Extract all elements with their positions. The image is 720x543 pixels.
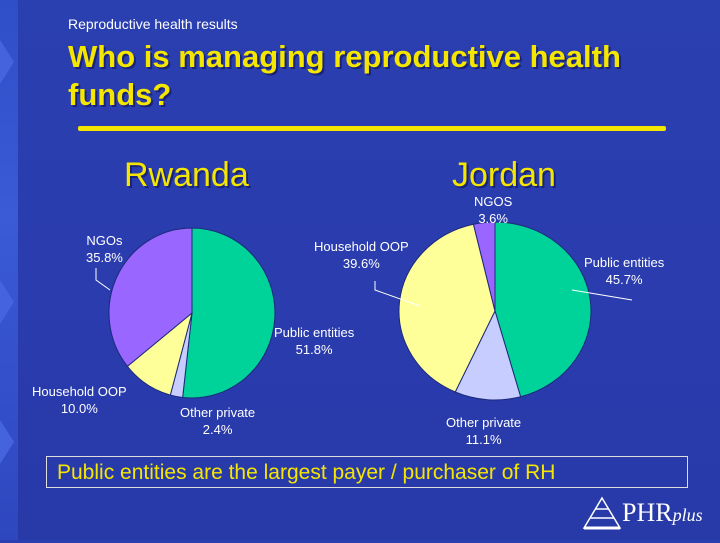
pie-slice-jordan-public-entities [494,221,592,398]
slice-label-rwanda-ngos: NGOs 35.8% [86,233,123,265]
pie-slice-jordan-other-private [454,309,522,401]
slice-label-rwanda-public: Public entities 51.8% [274,325,355,357]
title-underline [78,126,666,131]
slice-label-jordan-public: Public entities 45.7% [584,255,665,287]
chart-title-rwanda: Rwanda [124,156,249,194]
pie-slice-jordan-ngos [472,221,496,312]
slice-label-jordan-other-private: Other private 11.1% [446,415,522,447]
chart-title-jordan: Jordan [452,156,556,194]
accent-triangle [0,40,14,84]
leader-line [95,268,111,291]
slice-label-jordan-ngos: NGOS 3.6% [474,194,513,226]
slice-label-rwanda-household: Household OOP 10.0% [32,384,127,416]
key-message-box: Public entities are the largest payer / … [46,456,688,488]
pie-rwanda [108,227,276,399]
accent-triangle [0,420,14,464]
phrplus-logo: PHRplus [582,494,712,538]
pie-slice-rwanda-public-entities [182,227,276,399]
leader-lines [95,268,633,307]
pie-slice-rwanda-ngos [108,227,193,368]
slice-label-jordan-household: Household OOP 39.6% [314,239,409,271]
slide-kicker: Reproductive health results [68,16,238,32]
leader-line [571,289,633,301]
logo-wordmark: PHRplus [622,498,703,527]
slice-label-rwanda-other-private: Other private 2.4% [180,405,256,437]
slide-title: Who is managing reproductive health fund… [68,39,621,112]
accent-triangle [0,280,14,324]
pie-slice-jordan-household-oop [398,223,496,393]
logo-pyramid-icon [582,496,622,530]
left-accent-bar [0,0,18,540]
pie-jordan [398,221,592,401]
key-message-text: Public entities are the largest payer / … [57,461,556,484]
leader-line [374,281,421,307]
